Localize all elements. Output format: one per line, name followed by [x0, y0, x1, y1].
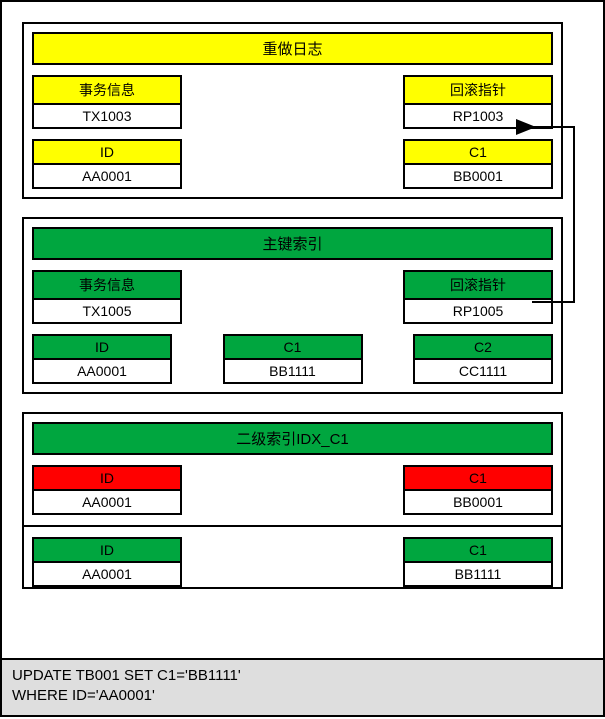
cell-id: ID AA0001 — [32, 537, 182, 587]
main-area: 重做日志 事务信息 TX1003 回滚指针 RP1003 ID AA0001 — [2, 2, 603, 589]
cell-head: 事务信息 — [34, 272, 180, 300]
diagram-container: 重做日志 事务信息 TX1003 回滚指针 RP1003 ID AA0001 — [0, 0, 605, 717]
cell-head: 回滚指针 — [405, 272, 551, 300]
cell-head: 事务信息 — [34, 77, 180, 105]
cell-head: C1 — [225, 336, 361, 360]
cell-body: RP1005 — [405, 300, 551, 322]
cell-body: AA0001 — [34, 360, 170, 382]
cell-body: BB0001 — [405, 491, 551, 513]
cell-head: ID — [34, 141, 180, 165]
redo-log-panel: 重做日志 事务信息 TX1003 回滚指针 RP1003 ID AA0001 — [22, 22, 563, 199]
cell-c1: C1 BB1111 — [223, 334, 363, 384]
redo-log-title: 重做日志 — [32, 32, 553, 65]
cell-id: ID AA0001 — [32, 465, 182, 515]
cell-body: BB0001 — [405, 165, 551, 187]
cell-tx-info: 事务信息 TX1003 — [32, 75, 182, 129]
primary-index-row: 事务信息 TX1005 回滚指针 RP1005 — [32, 270, 553, 324]
cell-c1: C1 BB0001 — [403, 139, 553, 189]
footer-sql: UPDATE TB001 SET C1='BB1111' WHERE ID='A… — [2, 658, 603, 715]
redo-log-row: 事务信息 TX1003 回滚指针 RP1003 — [32, 75, 553, 129]
secondary-index-row: ID AA0001 C1 BB0001 — [32, 465, 553, 515]
cell-body: BB1111 — [405, 563, 551, 585]
primary-index-title: 主键索引 — [32, 227, 553, 260]
cell-head: C1 — [405, 539, 551, 563]
cell-tx-info: 事务信息 TX1005 — [32, 270, 182, 324]
secondary-index-row: ID AA0001 C1 BB1111 — [32, 537, 553, 587]
cell-head: 回滚指针 — [405, 77, 551, 105]
secondary-index-title: 二级索引IDX_C1 — [32, 422, 553, 455]
cell-head: ID — [34, 539, 180, 563]
cell-body: AA0001 — [34, 563, 180, 585]
secondary-index-sub: ID AA0001 C1 BB1111 — [24, 525, 561, 587]
cell-id: ID AA0001 — [32, 139, 182, 189]
cell-body: RP1003 — [405, 105, 551, 127]
cell-head: C1 — [405, 141, 551, 165]
cell-c2: C2 CC1111 — [413, 334, 553, 384]
secondary-index-panel: 二级索引IDX_C1 ID AA0001 C1 BB0001 ID AA0001 — [22, 412, 563, 589]
cell-head: C1 — [405, 467, 551, 491]
cell-body: CC1111 — [415, 360, 551, 382]
cell-body: TX1005 — [34, 300, 180, 322]
cell-head: ID — [34, 467, 180, 491]
cell-body: AA0001 — [34, 165, 180, 187]
redo-log-row: ID AA0001 C1 BB0001 — [32, 139, 553, 189]
cell-body: BB1111 — [225, 360, 361, 382]
cell-body: TX1003 — [34, 105, 180, 127]
cell-head: C2 — [415, 336, 551, 360]
cell-body: AA0001 — [34, 491, 180, 513]
cell-head: ID — [34, 336, 170, 360]
primary-index-row: ID AA0001 C1 BB1111 C2 CC1111 — [32, 334, 553, 384]
cell-rollback-ptr: 回滚指针 RP1005 — [403, 270, 553, 324]
cell-c1: C1 BB1111 — [403, 537, 553, 587]
cell-id: ID AA0001 — [32, 334, 172, 384]
cell-c1: C1 BB0001 — [403, 465, 553, 515]
cell-rollback-ptr: 回滚指针 RP1003 — [403, 75, 553, 129]
primary-index-panel: 主键索引 事务信息 TX1005 回滚指针 RP1005 ID AA0001 — [22, 217, 563, 394]
